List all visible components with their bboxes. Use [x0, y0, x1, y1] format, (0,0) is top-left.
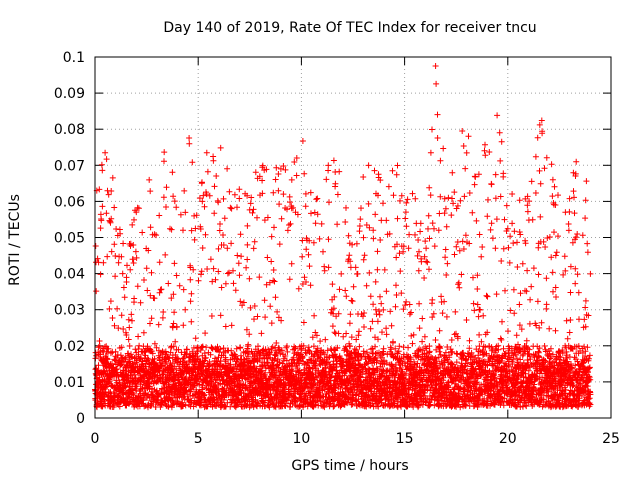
- y-tick-label: 0.01: [54, 375, 85, 391]
- y-tick-label: 0.05: [54, 231, 85, 247]
- y-tick-label: 0.07: [54, 158, 85, 174]
- x-tick-label: 10: [292, 431, 310, 447]
- x-axis-label: GPS time / hours: [291, 458, 408, 474]
- x-tick-label: 20: [499, 431, 517, 447]
- y-tick-label: 0.04: [54, 267, 85, 283]
- y-axis-label: ROTI / TECUs: [7, 194, 23, 286]
- y-tick-label: 0.08: [54, 122, 85, 138]
- y-tick-label: 0.09: [54, 86, 85, 102]
- plot-frame: [94, 56, 612, 419]
- y-axis-ticks: 0 0.01 0.02 0.03 0.04 0.05 0.06 0.07 0.08 0.09 0.1: [54, 50, 611, 427]
- y-tick-label: 0.02: [54, 339, 85, 355]
- x-tick-label: 15: [396, 431, 414, 447]
- chart-title: Day 140 of 2019, Rate Of TEC Index for r…: [163, 20, 536, 36]
- y-tick-label: 0: [76, 411, 85, 427]
- x-axis-ticks: 0 5 10 15 20 25: [91, 57, 620, 447]
- y-tick-label: 0.03: [54, 303, 85, 319]
- y-tick-label: 0.1: [63, 50, 85, 66]
- y-tick-label: 0.06: [54, 194, 85, 210]
- x-tick-label: 25: [602, 431, 620, 447]
- x-tick-label: 0: [91, 431, 100, 447]
- x-tick-label: 5: [194, 431, 203, 447]
